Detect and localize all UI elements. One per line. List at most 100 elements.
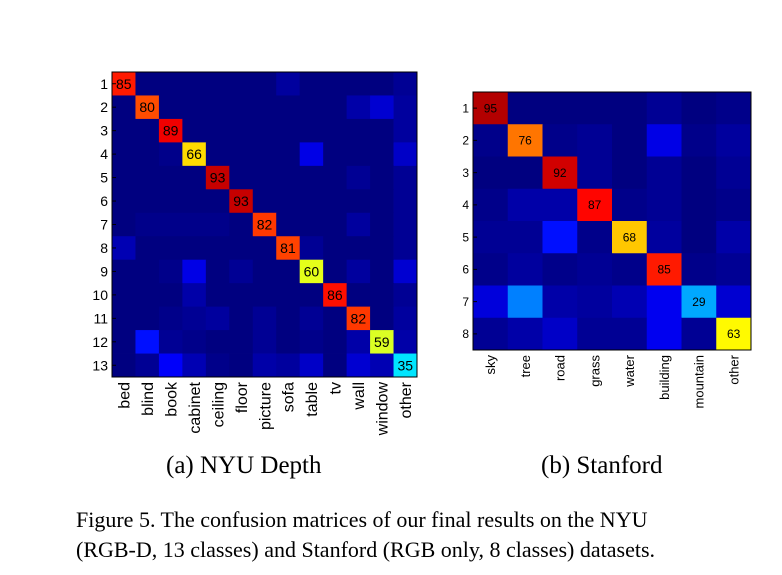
- matrix-cell: [252, 165, 277, 190]
- matrix-cell: [542, 253, 578, 286]
- stanford-subfigure-title: (b) Stanford: [541, 452, 663, 479]
- matrix-cell: [112, 212, 136, 237]
- matrix-cell: [158, 95, 183, 120]
- matrix-cell: [542, 317, 578, 351]
- matrix-cell: [346, 283, 371, 308]
- matrix-cell: [205, 236, 230, 261]
- matrix-cell: [112, 353, 136, 378]
- matrix-cell: [542, 92, 578, 125]
- matrix-cell: [112, 236, 136, 261]
- column-label: blind: [140, 382, 157, 416]
- matrix-cell: [646, 285, 682, 319]
- matrix-cell: [393, 353, 418, 378]
- matrix-cell: [205, 95, 230, 120]
- diagonal-value-label: 80: [139, 99, 155, 115]
- matrix-cell: [323, 306, 348, 331]
- matrix-cell: [323, 236, 348, 261]
- matrix-cell: [182, 118, 207, 143]
- matrix-cell: [135, 95, 160, 120]
- diagonal-value-label: 82: [351, 310, 367, 326]
- matrix-cell: [158, 259, 183, 284]
- matrix-cell: [182, 330, 207, 354]
- matrix-cell: [112, 72, 136, 96]
- matrix-cell: [158, 212, 183, 237]
- matrix-cell: [299, 118, 324, 143]
- column-label: other: [398, 381, 415, 418]
- matrix-cell: [681, 221, 717, 254]
- matrix-cell: [229, 353, 254, 378]
- matrix-cell: [346, 118, 371, 143]
- matrix-cell: [205, 306, 230, 331]
- matrix-cell: [205, 72, 230, 96]
- matrix-cell: [393, 72, 418, 96]
- matrix-cell: [276, 72, 301, 96]
- matrix-cell: [646, 124, 682, 157]
- matrix-cell: [612, 124, 648, 157]
- matrix-cell: [112, 306, 136, 331]
- diagonal-value-label: 63: [727, 327, 741, 341]
- row-label: 10: [92, 287, 108, 303]
- matrix-cell: [473, 221, 509, 254]
- column-label: book: [163, 381, 180, 417]
- matrix-cell: [473, 92, 509, 125]
- matrix-cell: [205, 353, 230, 378]
- matrix-cell: [346, 189, 371, 214]
- matrix-cell: [299, 330, 324, 354]
- diagonal-value-label: 59: [374, 334, 390, 350]
- matrix-cell: [252, 283, 277, 308]
- nyu-confusion-matrix: 8580896693938281608682593512345678910111…: [92, 71, 418, 436]
- diagonal-value-label: 76: [518, 134, 532, 148]
- matrix-cell: [370, 306, 394, 331]
- matrix-cell: [135, 330, 160, 354]
- matrix-cell: [323, 212, 348, 237]
- matrix-cell: [473, 285, 509, 319]
- matrix-border: [472, 91, 752, 351]
- diagonal-value-label: 87: [588, 198, 602, 212]
- column-label: sky: [483, 355, 498, 375]
- matrix-cell: [473, 124, 509, 157]
- matrix-cell: [716, 285, 752, 319]
- matrix-cell: [135, 306, 160, 331]
- matrix-cell: [135, 72, 160, 96]
- matrix-cell: [542, 285, 578, 319]
- row-label: 6: [462, 263, 469, 277]
- matrix-cell: [135, 142, 160, 167]
- row-label: 5: [100, 170, 108, 186]
- matrix-cell: [507, 92, 543, 125]
- matrix-cell: [370, 212, 394, 237]
- matrix-cell: [323, 259, 348, 284]
- matrix-cell: [229, 236, 254, 261]
- matrix-cell: [646, 221, 682, 254]
- matrix-cell: [182, 236, 207, 261]
- matrix-cell: [135, 118, 160, 143]
- matrix-cell: [276, 306, 301, 331]
- matrix-cell: [577, 188, 613, 222]
- diagonal-value-label: 29: [692, 295, 706, 309]
- matrix-cell: [393, 259, 418, 284]
- matrix-cell: [507, 221, 543, 254]
- column-label: bed: [116, 382, 133, 409]
- column-label: grass: [587, 355, 602, 387]
- matrix-cell: [542, 156, 578, 190]
- matrix-cell: [370, 142, 394, 167]
- diagonal-value-label: 93: [210, 170, 226, 186]
- matrix-cell: [158, 306, 183, 331]
- column-label: picture: [257, 382, 274, 430]
- matrix-cell: [646, 92, 682, 125]
- matrix-cell: [577, 285, 613, 319]
- matrix-cell: [681, 188, 717, 222]
- matrix-cell: [346, 95, 371, 120]
- matrix-cell: [252, 142, 277, 167]
- matrix-cell: [612, 156, 648, 190]
- row-label: 3: [462, 166, 469, 180]
- matrix-cell: [299, 259, 324, 284]
- matrix-cell: [716, 156, 752, 190]
- matrix-cell: [182, 283, 207, 308]
- matrix-cell: [276, 165, 301, 190]
- matrix-cell: [646, 253, 682, 286]
- matrix-cell: [346, 142, 371, 167]
- matrix-cell: [276, 95, 301, 120]
- row-label: 1: [462, 101, 469, 115]
- matrix-cell: [205, 212, 230, 237]
- matrix-cell: [299, 95, 324, 120]
